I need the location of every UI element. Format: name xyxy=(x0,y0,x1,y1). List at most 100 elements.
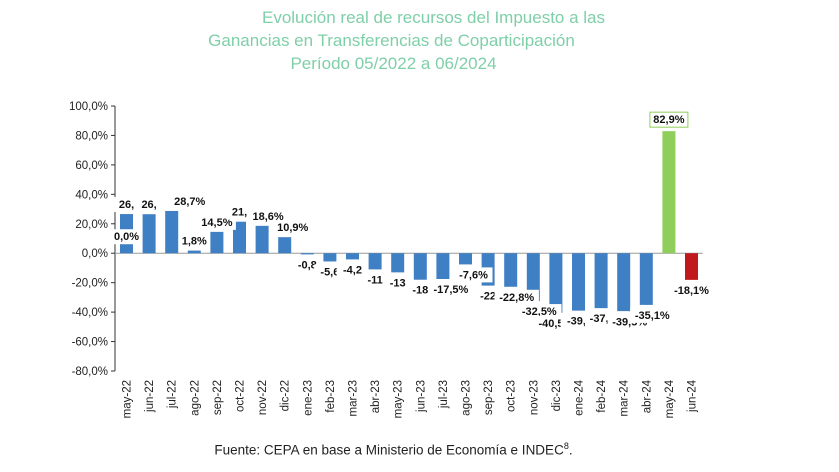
data-label-box xyxy=(649,111,689,128)
data-label-box xyxy=(249,208,288,224)
x-tick-label: ago-22 xyxy=(189,380,201,416)
data-label-oct-23: -22,8% xyxy=(499,292,534,304)
data-label-jun-23: -18 xyxy=(412,285,428,297)
x-tick-label: feb-23 xyxy=(325,380,337,413)
data-label-box xyxy=(428,281,474,297)
data-label-box xyxy=(273,220,312,236)
data-label-nov-23: -32,5% xyxy=(522,306,557,318)
x-tick-label: jun-23 xyxy=(415,380,427,413)
data-label-ago-23: -7,6% xyxy=(459,269,488,281)
extra-data-label: 0,0% xyxy=(114,231,139,243)
data-label-may-24: 82,9% xyxy=(653,114,684,126)
data-label-box xyxy=(197,214,236,230)
data-label-box xyxy=(136,197,162,213)
data-label-oct-22: 21, xyxy=(232,207,247,219)
bar-nov-23 xyxy=(526,253,540,302)
bar-dic-23 xyxy=(549,253,563,313)
bar-mar-24 xyxy=(617,253,631,312)
data-label-box xyxy=(494,289,539,305)
data-label-ene-23: -0,8 xyxy=(298,259,317,271)
data-label-mar-23: -4,2 xyxy=(343,264,362,276)
y-tick-label: -80,0% xyxy=(72,366,108,378)
source-note: Fuente: CEPA en base a Ministerio de Eco… xyxy=(0,441,813,458)
bar-may-24 xyxy=(662,131,676,254)
x-tick-label: nov-23 xyxy=(528,380,540,415)
data-label-box xyxy=(385,275,411,291)
data-label-box xyxy=(170,193,209,209)
data-label-box xyxy=(630,307,675,323)
data-label-box xyxy=(113,197,140,213)
data-label-abr-24: -35,1% xyxy=(635,310,670,322)
bar-ago-22 xyxy=(187,250,201,254)
bar-feb-23 xyxy=(323,253,337,262)
x-tick-label: may-23 xyxy=(393,380,405,418)
data-label-box xyxy=(560,313,593,329)
chart-title-line-3: Período 05/2022 a 06/2024 xyxy=(290,54,497,73)
x-tick-label: mar-24 xyxy=(619,379,631,416)
bar-dic-22 xyxy=(278,237,292,254)
bar-nov-22 xyxy=(255,225,269,254)
bar-ene-24 xyxy=(572,253,585,311)
x-tick-label: may-24 xyxy=(664,379,676,418)
y-tick-label: -20,0% xyxy=(72,278,108,290)
bar-abr-23 xyxy=(368,253,382,270)
data-label-box xyxy=(517,304,562,320)
data-label-abr-23: -11 xyxy=(367,274,382,286)
x-tick-label: ene-23 xyxy=(302,380,314,416)
x-tick-label: feb-24 xyxy=(596,379,608,412)
bar-abr-24 xyxy=(639,253,653,305)
data-label-jun-22: 26, xyxy=(141,199,156,211)
x-tick-label: abr-23 xyxy=(370,380,382,413)
chart-title: Evolución real de recursos del Impuesto … xyxy=(0,6,839,75)
x-tick-label: may-22 xyxy=(122,380,134,418)
data-label-feb-23: -5,6 xyxy=(320,266,339,278)
data-label-box xyxy=(178,233,211,249)
data-label-box xyxy=(669,282,714,298)
bar-oct-23 xyxy=(504,253,518,287)
x-tick-label: oct-23 xyxy=(506,380,518,412)
x-tick-label: nov-22 xyxy=(257,380,269,415)
bar-ago-23 xyxy=(459,253,472,265)
y-tick-label: 100,0% xyxy=(69,101,108,113)
y-tick-label: -40,0% xyxy=(72,307,108,319)
x-tick-label: dic-23 xyxy=(551,380,563,411)
data-label-ene-24: -39, xyxy=(567,316,586,328)
data-label-jul-23: -17,5% xyxy=(433,284,468,296)
bar-jul-22 xyxy=(165,210,179,254)
data-label-may-22: 26, xyxy=(119,199,134,211)
data-label-dic-22: 10,9% xyxy=(277,222,308,234)
y-tick-label: 80,0% xyxy=(75,130,108,142)
bar-oct-22 xyxy=(233,221,246,254)
bar-jun-22 xyxy=(142,214,156,254)
data-label-box xyxy=(362,272,388,288)
y-tick-label: 20,0% xyxy=(75,219,108,231)
bar-jun-24 xyxy=(685,253,698,280)
bar-ene-23 xyxy=(300,253,314,255)
data-label-box xyxy=(454,267,493,283)
chart-title-line-1: Evolución real de recursos del Impuesto … xyxy=(261,8,605,27)
data-label-ago-22: 1,8% xyxy=(182,236,207,248)
data-label-sep-23: -22 xyxy=(480,291,496,303)
y-tick-label: 40,0% xyxy=(75,189,108,201)
source-end: . xyxy=(568,442,573,458)
data-label-box xyxy=(407,282,433,298)
data-label-box xyxy=(475,288,501,304)
bar-mar-23 xyxy=(346,253,359,260)
data-label-sep-22: 14,5% xyxy=(201,217,232,229)
source-text: Fuente: CEPA en base a Ministerio de Eco… xyxy=(214,442,564,458)
data-label-jun-24: -18,1% xyxy=(674,285,709,297)
bar-may-23 xyxy=(391,253,405,273)
x-tick-label: mar-23 xyxy=(348,380,360,416)
data-label-box xyxy=(226,204,253,220)
x-tick-label: sep-22 xyxy=(212,380,224,415)
y-tick-label: 0,0% xyxy=(82,248,108,260)
x-tick-label: dic-22 xyxy=(280,380,292,411)
x-tick-label: ago-23 xyxy=(461,380,473,416)
x-tick-label: jun-22 xyxy=(144,380,156,413)
bar-feb-24 xyxy=(594,253,608,309)
data-label-box xyxy=(336,262,369,278)
x-tick-label: ene-24 xyxy=(574,379,586,415)
y-tick-label: 60,0% xyxy=(75,160,108,172)
bar-jun-23 xyxy=(413,253,427,280)
y-tick-label: -60,0% xyxy=(72,337,108,349)
